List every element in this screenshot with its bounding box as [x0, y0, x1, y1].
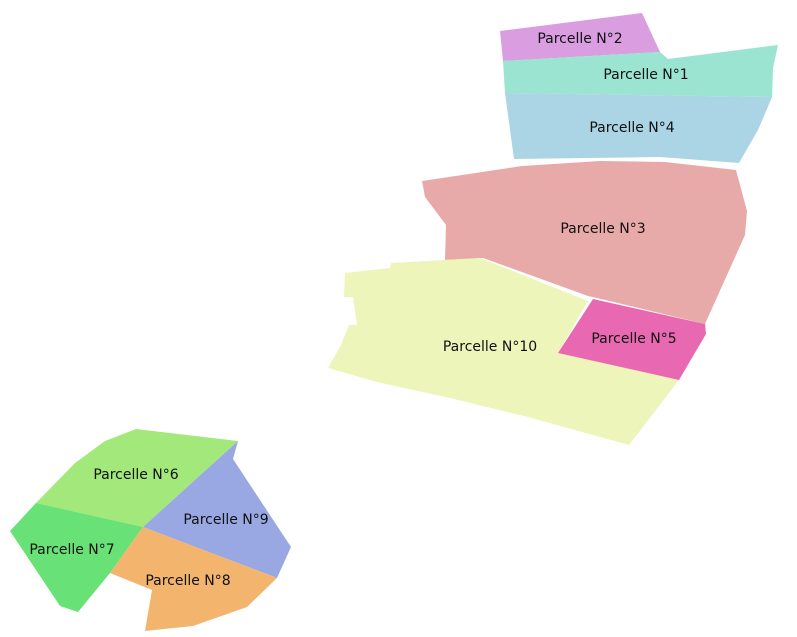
parcel-8-shape[interactable] — [110, 527, 277, 631]
parcel-9-shape[interactable] — [143, 441, 291, 578]
parcel-5-shape[interactable] — [558, 299, 706, 380]
parcel-3-shape[interactable] — [422, 161, 747, 324]
parcel-4-shape[interactable] — [505, 93, 772, 163]
parcel-2-shape[interactable] — [500, 13, 660, 61]
parcel-1-shape[interactable] — [503, 45, 778, 97]
parcel-10-shape[interactable] — [328, 258, 679, 445]
parcel-7-shape[interactable] — [10, 503, 143, 612]
parcel-4[interactable]: Parcelle N°4 — [505, 93, 772, 163]
parcel-6-shape[interactable] — [36, 429, 238, 527]
